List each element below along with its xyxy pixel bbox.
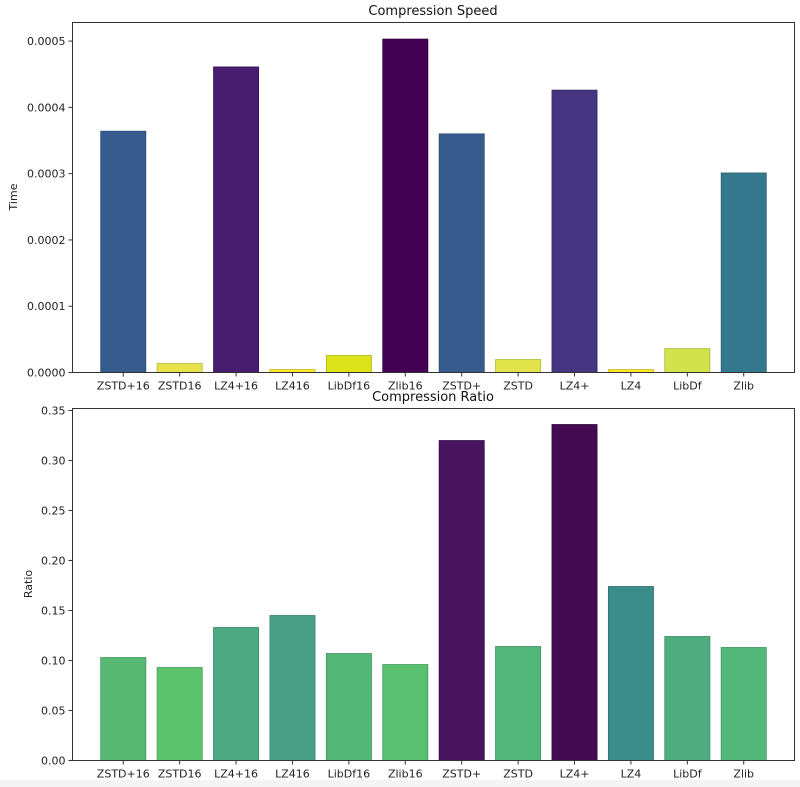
x-tick-label: LibDf <box>673 768 703 781</box>
x-tick-label: ZSTD+ <box>442 768 481 781</box>
bars <box>100 38 767 373</box>
y-tick-label: 0.0002 <box>27 234 66 247</box>
chart-title: Compression Ratio <box>372 390 494 405</box>
x-tick-label: LibDf16 <box>328 768 371 781</box>
x-tick-label: LZ416 <box>275 768 310 781</box>
bar-zstd <box>495 646 542 761</box>
bar-libdf16 <box>325 355 372 373</box>
bar-zlib16 <box>382 38 429 373</box>
y-axis-label: Ratio <box>22 570 35 599</box>
y-ticks: 0.00 0.05 0.10 0.15 0.20 0.25 0.30 0.35 <box>41 405 73 768</box>
x-tick-label: ZSTD+16 <box>97 768 150 781</box>
x-tick-label: ZSTD16 <box>158 380 202 393</box>
bar-zstd-plus <box>438 440 485 761</box>
compression-ratio-chart: Compression Ratio Ratio 0.00 0.05 0.10 0.15… <box>22 390 795 781</box>
y-tick-label: 0.15 <box>41 605 66 618</box>
bar-zlib <box>720 172 767 373</box>
x-ticks: ZSTD+16 ZSTD16 LZ4+16 LZ416 LibDf16 Zlib16 ZST… <box>97 760 754 781</box>
y-ticks: 0.0000 0.0001 0.0002 0.0003 0.0004 0.0005 <box>27 35 73 380</box>
y-tick-label: 0.0004 <box>27 101 66 114</box>
y-tick-label: 0.0001 <box>27 300 66 313</box>
x-tick-label: Zlib <box>733 768 754 781</box>
y-tick-label: 0.35 <box>41 405 66 418</box>
x-tick-label: LZ4 <box>621 768 642 781</box>
y-tick-label: 0.0000 <box>27 367 66 380</box>
bar-zstd-plus <box>438 133 485 373</box>
bar-libdf <box>664 636 711 761</box>
bar-lz4-plus16 <box>213 66 260 373</box>
x-tick-label: ZSTD <box>503 768 533 781</box>
y-tick-label: 0.0005 <box>27 35 66 48</box>
x-tick-label: ZSTD16 <box>158 768 202 781</box>
y-tick-label: 0.10 <box>41 655 66 668</box>
x-ticks: ZSTD+16 ZSTD16 LZ4+16 LZ416 LibDf16 Zlib16 ZST… <box>97 372 754 393</box>
x-tick-label: Zlib <box>733 380 754 393</box>
bar-lz4-plus <box>551 89 598 373</box>
bar-zstd16 <box>156 363 203 373</box>
bar-lz416 <box>269 615 316 761</box>
bars <box>100 424 767 761</box>
plot-frame <box>72 22 795 373</box>
y-tick-label: 0.05 <box>41 705 66 718</box>
window-bottom-strip <box>0 780 800 787</box>
x-tick-label: ZSTD+ <box>442 380 481 393</box>
x-tick-label: LZ4 <box>621 380 642 393</box>
bar-zstd-plus16 <box>100 657 147 761</box>
bar-zlib <box>720 647 767 761</box>
x-tick-label: Zlib16 <box>388 768 423 781</box>
x-tick-label: LZ4+16 <box>214 380 258 393</box>
bar-lz4 <box>607 586 654 761</box>
bar-zstd-plus16 <box>100 130 147 373</box>
y-tick-label: 0.25 <box>41 505 66 518</box>
plot-frame <box>72 408 795 761</box>
x-tick-label: ZSTD+16 <box>97 380 150 393</box>
y-tick-label: 0.0003 <box>27 168 66 181</box>
y-tick-label: 0.20 <box>41 555 66 568</box>
x-tick-label: LZ4+ <box>560 380 590 393</box>
y-tick-label: 0.00 <box>41 755 66 768</box>
x-tick-label: Zlib16 <box>388 380 423 393</box>
bar-lz4-plus16 <box>213 627 260 761</box>
bar-zlib16 <box>382 664 429 761</box>
bar-libdf <box>664 348 711 373</box>
y-axis-label: Time <box>7 183 20 211</box>
x-tick-label: LZ4+16 <box>214 768 258 781</box>
y-tick-label: 0.30 <box>41 455 66 468</box>
bar-zstd <box>495 359 542 373</box>
chart-title: Compression Speed <box>368 4 497 19</box>
compression-speed-chart: Compression Speed Time 0.00000.00010.000… <box>7 4 795 393</box>
bar-libdf16 <box>325 653 372 761</box>
bar-zstd16 <box>156 667 203 761</box>
x-tick-label: LibDf16 <box>328 380 371 393</box>
x-tick-label: ZSTD <box>503 380 533 393</box>
x-tick-label: LZ416 <box>275 380 310 393</box>
x-tick-label: LibDf <box>673 380 703 393</box>
x-tick-label: LZ4+ <box>560 768 590 781</box>
bar-lz4-plus <box>551 424 598 761</box>
